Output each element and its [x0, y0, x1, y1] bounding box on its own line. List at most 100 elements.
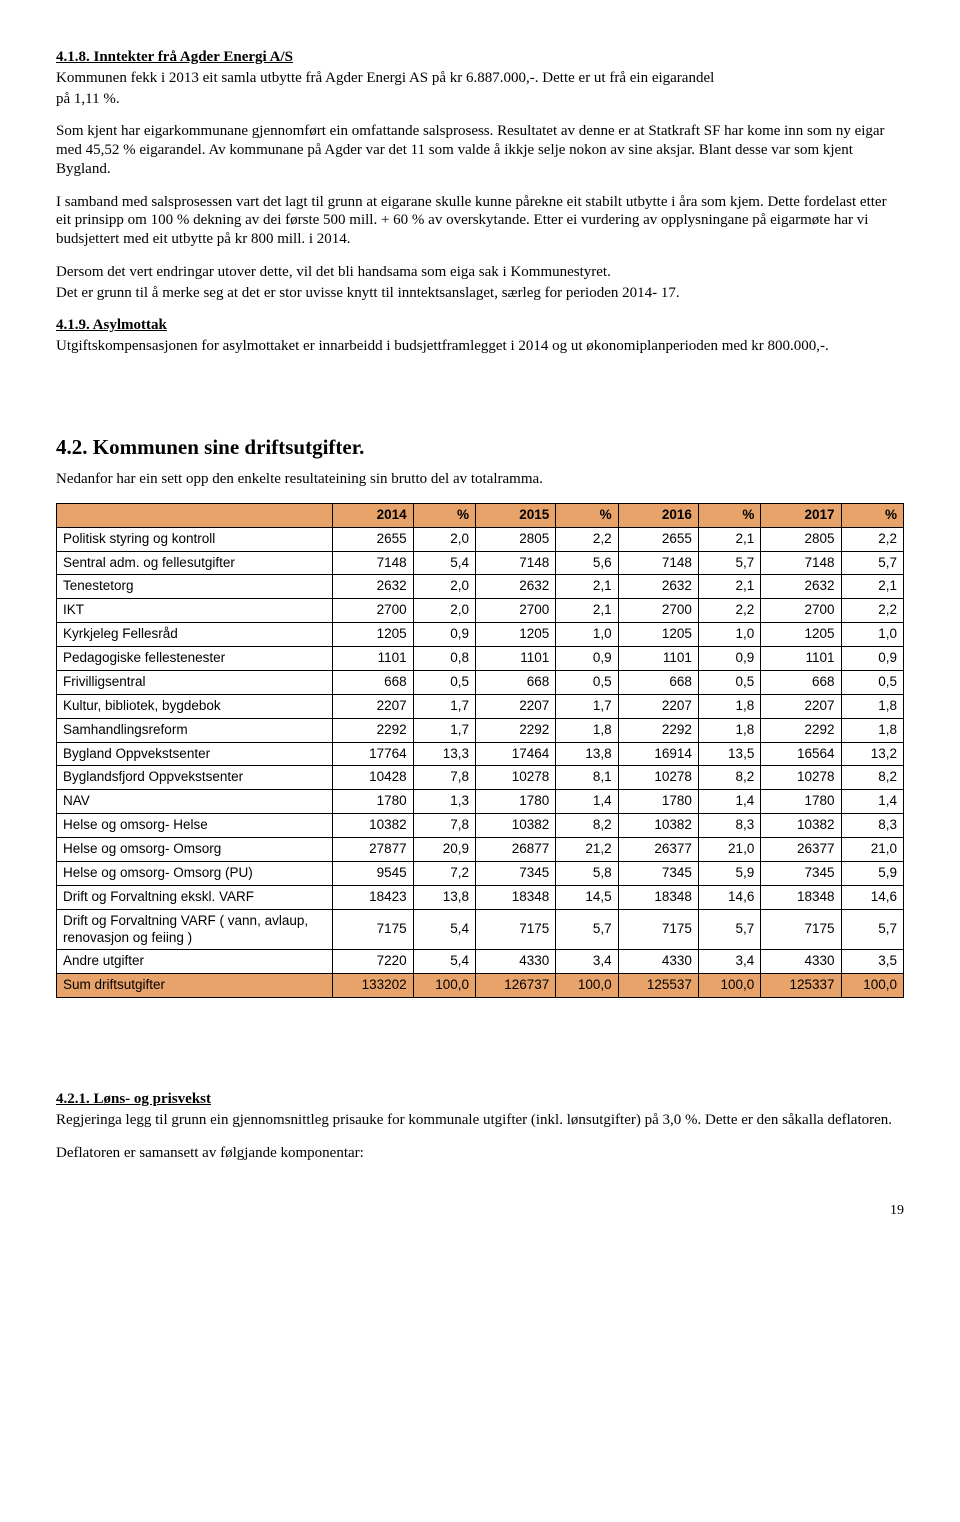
table-row: Andre utgifter72205,443303,443303,443303… — [57, 950, 904, 974]
cell: 100,0 — [556, 974, 618, 998]
cell: 8,3 — [841, 814, 903, 838]
cell: 2655 — [618, 527, 698, 551]
cell: 2,1 — [698, 527, 760, 551]
row-label: Politisk styring og kontroll — [57, 527, 333, 551]
cell: 1,7 — [556, 694, 618, 718]
table-row: Politisk styring og kontroll26552,028052… — [57, 527, 904, 551]
p419-1: Utgiftskompensasjonen for asylmottaket e… — [56, 337, 904, 356]
th-pct-2014: % — [413, 503, 475, 527]
cell: 16914 — [618, 742, 698, 766]
cell: 100,0 — [841, 974, 903, 998]
cell: 0,9 — [556, 647, 618, 671]
row-label: Drift og Forvaltning ekskl. VARF — [57, 885, 333, 909]
cell: 7175 — [618, 909, 698, 950]
row-label: Sentral adm. og fellesutgifter — [57, 551, 333, 575]
cell: 1,7 — [413, 718, 475, 742]
cell: 1,0 — [841, 623, 903, 647]
cell: 0,9 — [698, 647, 760, 671]
cell: 7148 — [333, 551, 413, 575]
cell: 7,8 — [413, 766, 475, 790]
cell: 1101 — [476, 647, 556, 671]
cell: 2700 — [476, 599, 556, 623]
cell: 1101 — [761, 647, 841, 671]
cell: 18348 — [761, 885, 841, 909]
cell: 5,7 — [841, 551, 903, 575]
th-2014: 2014 — [333, 503, 413, 527]
cell: 2700 — [618, 599, 698, 623]
table-row: Kyrkjeleg Fellesråd12050,912051,012051,0… — [57, 623, 904, 647]
cell: 14,6 — [698, 885, 760, 909]
cell: 4330 — [476, 950, 556, 974]
table-sum-row: Sum driftsutgifter133202100,0126737100,0… — [57, 974, 904, 998]
p418-1a: Kommunen fekk i 2013 eit samla utbytte f… — [56, 69, 904, 88]
cell: 7175 — [761, 909, 841, 950]
table-row: Drift og Forvaltning ekskl. VARF1842313,… — [57, 885, 904, 909]
heading-418: 4.1.8. Inntekter frå Agder Energi A/S — [56, 48, 904, 67]
cell: 100,0 — [698, 974, 760, 998]
cell: 2632 — [333, 575, 413, 599]
row-label: Samhandlingsreform — [57, 718, 333, 742]
cell: 2207 — [761, 694, 841, 718]
cell: 14,5 — [556, 885, 618, 909]
cell: 18348 — [618, 885, 698, 909]
th-2017: 2017 — [761, 503, 841, 527]
cell: 5,9 — [698, 861, 760, 885]
cell: 1101 — [618, 647, 698, 671]
table-row: Helse og omsorg- Omsorg (PU)95457,273455… — [57, 861, 904, 885]
cell: 668 — [476, 670, 556, 694]
cell: 1,8 — [698, 718, 760, 742]
cell: 21,0 — [841, 838, 903, 862]
row-label: Bygland Oppvekstsenter — [57, 742, 333, 766]
cell: 10428 — [333, 766, 413, 790]
cell: 10278 — [618, 766, 698, 790]
cell: 1205 — [618, 623, 698, 647]
row-label: IKT — [57, 599, 333, 623]
cell: 26377 — [618, 838, 698, 862]
table-row: Tenestetorg26322,026322,126322,126322,1 — [57, 575, 904, 599]
th-2016: 2016 — [618, 503, 698, 527]
p42-intro: Nedanfor har ein sett opp den enkelte re… — [56, 470, 904, 489]
cell: 100,0 — [413, 974, 475, 998]
cell: 7148 — [761, 551, 841, 575]
row-label: Byglandsfjord Oppvekstsenter — [57, 766, 333, 790]
cell: 1,3 — [413, 790, 475, 814]
cell: 4330 — [618, 950, 698, 974]
th-blank — [57, 503, 333, 527]
cell: 9545 — [333, 861, 413, 885]
heading-421: 4.2.1. Løns- og prisvekst — [56, 1090, 904, 1109]
cell: 1,8 — [841, 718, 903, 742]
cell: 2632 — [476, 575, 556, 599]
cell: 2207 — [618, 694, 698, 718]
cell: 1205 — [761, 623, 841, 647]
cell: 5,9 — [841, 861, 903, 885]
cell: 2700 — [333, 599, 413, 623]
cell: 2207 — [476, 694, 556, 718]
row-label: Helse og omsorg- Omsorg (PU) — [57, 861, 333, 885]
cell: 1780 — [476, 790, 556, 814]
cell: 21,2 — [556, 838, 618, 862]
cell: 0,5 — [413, 670, 475, 694]
cell: 17764 — [333, 742, 413, 766]
p418-1b: på 1,11 %. — [56, 90, 904, 109]
table-row: Samhandlingsreform22921,722921,822921,82… — [57, 718, 904, 742]
cell: 13,8 — [413, 885, 475, 909]
cell: 13,5 — [698, 742, 760, 766]
cell: 10382 — [618, 814, 698, 838]
cell: 2,1 — [556, 599, 618, 623]
cell: 1,4 — [556, 790, 618, 814]
cell: 2805 — [476, 527, 556, 551]
table-row: Sentral adm. og fellesutgifter71485,4714… — [57, 551, 904, 575]
table-row: NAV17801,317801,417801,417801,4 — [57, 790, 904, 814]
cell: 2292 — [761, 718, 841, 742]
cell: 26377 — [761, 838, 841, 862]
cell: 20,9 — [413, 838, 475, 862]
cell: 17464 — [476, 742, 556, 766]
row-label: Frivilligsentral — [57, 670, 333, 694]
cell: 0,8 — [413, 647, 475, 671]
table-row: Byglandsfjord Oppvekstsenter104287,8 1027… — [57, 766, 904, 790]
row-label: Tenestetorg — [57, 575, 333, 599]
cell: 0,5 — [698, 670, 760, 694]
cell: 7,8 — [413, 814, 475, 838]
row-label: Helse og omsorg- Helse — [57, 814, 333, 838]
cell: 2632 — [618, 575, 698, 599]
